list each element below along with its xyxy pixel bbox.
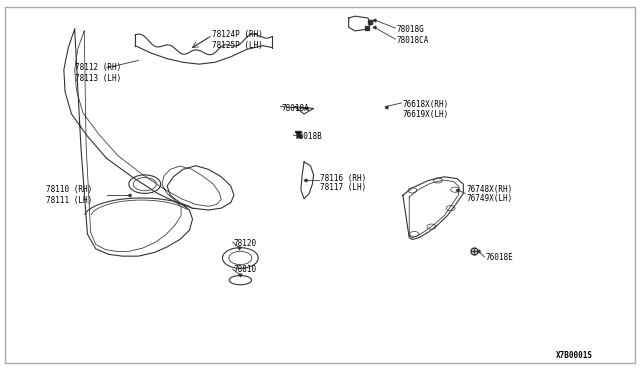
Text: 78113 (LH): 78113 (LH)	[75, 74, 121, 83]
Text: 78018CA: 78018CA	[396, 36, 429, 45]
Text: 76619X(LH): 76619X(LH)	[403, 109, 449, 119]
Text: 78112 (RH): 78112 (RH)	[75, 63, 121, 72]
Text: 78117 (LH): 78117 (LH)	[320, 183, 366, 192]
Text: X7B0001S: X7B0001S	[556, 351, 593, 360]
Text: 78018G: 78018G	[396, 25, 424, 33]
Text: 78018B: 78018B	[294, 132, 323, 141]
Text: 78018A: 78018A	[282, 104, 310, 113]
Text: 78111 (LH): 78111 (LH)	[46, 196, 92, 205]
Text: 76618X(RH): 76618X(RH)	[403, 100, 449, 109]
Text: 78116 (RH): 78116 (RH)	[320, 174, 366, 183]
Text: 78120: 78120	[234, 239, 257, 248]
Text: 78810: 78810	[234, 264, 257, 273]
Text: 76749X(LH): 76749X(LH)	[467, 195, 513, 203]
Text: 78125P (LH): 78125P (LH)	[212, 41, 262, 50]
Text: 76018E: 76018E	[486, 253, 513, 263]
Text: 76748X(RH): 76748X(RH)	[467, 185, 513, 194]
Text: 78110 (RH): 78110 (RH)	[46, 185, 92, 194]
Text: 78124P (RH): 78124P (RH)	[212, 30, 262, 39]
